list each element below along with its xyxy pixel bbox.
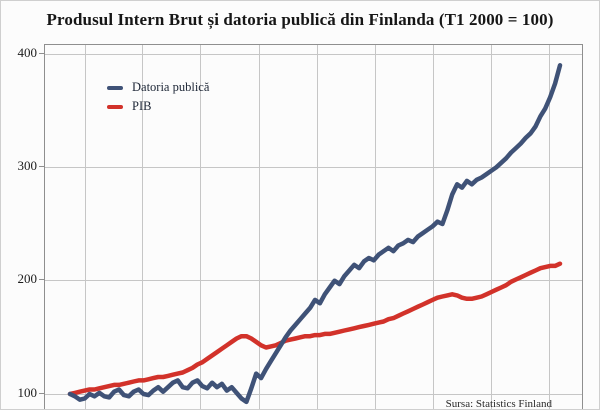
- gridline-horizontal: [45, 54, 582, 55]
- y-tick-mark: [39, 53, 44, 54]
- gridline-vertical: [375, 45, 376, 409]
- pib-line: [67, 261, 563, 397]
- y-tick-label-200: 200: [17, 271, 38, 286]
- gridline-horizontal: [45, 394, 582, 395]
- legend-label-pib: PIB: [132, 99, 152, 113]
- y-tick-label-100: 100: [17, 385, 38, 400]
- y-tick-label-300: 300: [17, 158, 38, 173]
- gridline-vertical: [549, 45, 550, 409]
- gridline-vertical: [200, 45, 201, 409]
- debt-line: [67, 63, 563, 405]
- y-tick-label-400: 400: [17, 45, 38, 60]
- y-tick-mark: [39, 166, 44, 167]
- pib-line-swatch: [107, 104, 123, 109]
- source-note: Sursa: Statistics Finland: [445, 398, 552, 410]
- gridline-vertical: [317, 45, 318, 409]
- legend-item-debt: Datoria publică: [107, 78, 209, 97]
- gridline-vertical: [491, 45, 492, 409]
- series-svg: [67, 63, 563, 405]
- debt-line-swatch: [107, 85, 123, 90]
- gridline-vertical: [259, 45, 260, 409]
- y-tick-mark: [39, 279, 44, 280]
- legend-item-pib: PIB: [107, 97, 209, 116]
- plot-area: Datoria publică PIB Sursa: Statistics Fi…: [44, 44, 583, 410]
- gridline-vertical: [142, 45, 143, 409]
- chart-title: Produsul Intern Brut și datoria publică …: [46, 10, 554, 29]
- gridline-horizontal: [45, 167, 582, 168]
- legend-label-debt: Datoria publică: [132, 80, 210, 94]
- legend: Datoria publică PIB: [107, 78, 209, 116]
- gridline-horizontal: [45, 280, 582, 281]
- gridline-vertical: [85, 45, 86, 409]
- y-tick-mark: [39, 393, 44, 394]
